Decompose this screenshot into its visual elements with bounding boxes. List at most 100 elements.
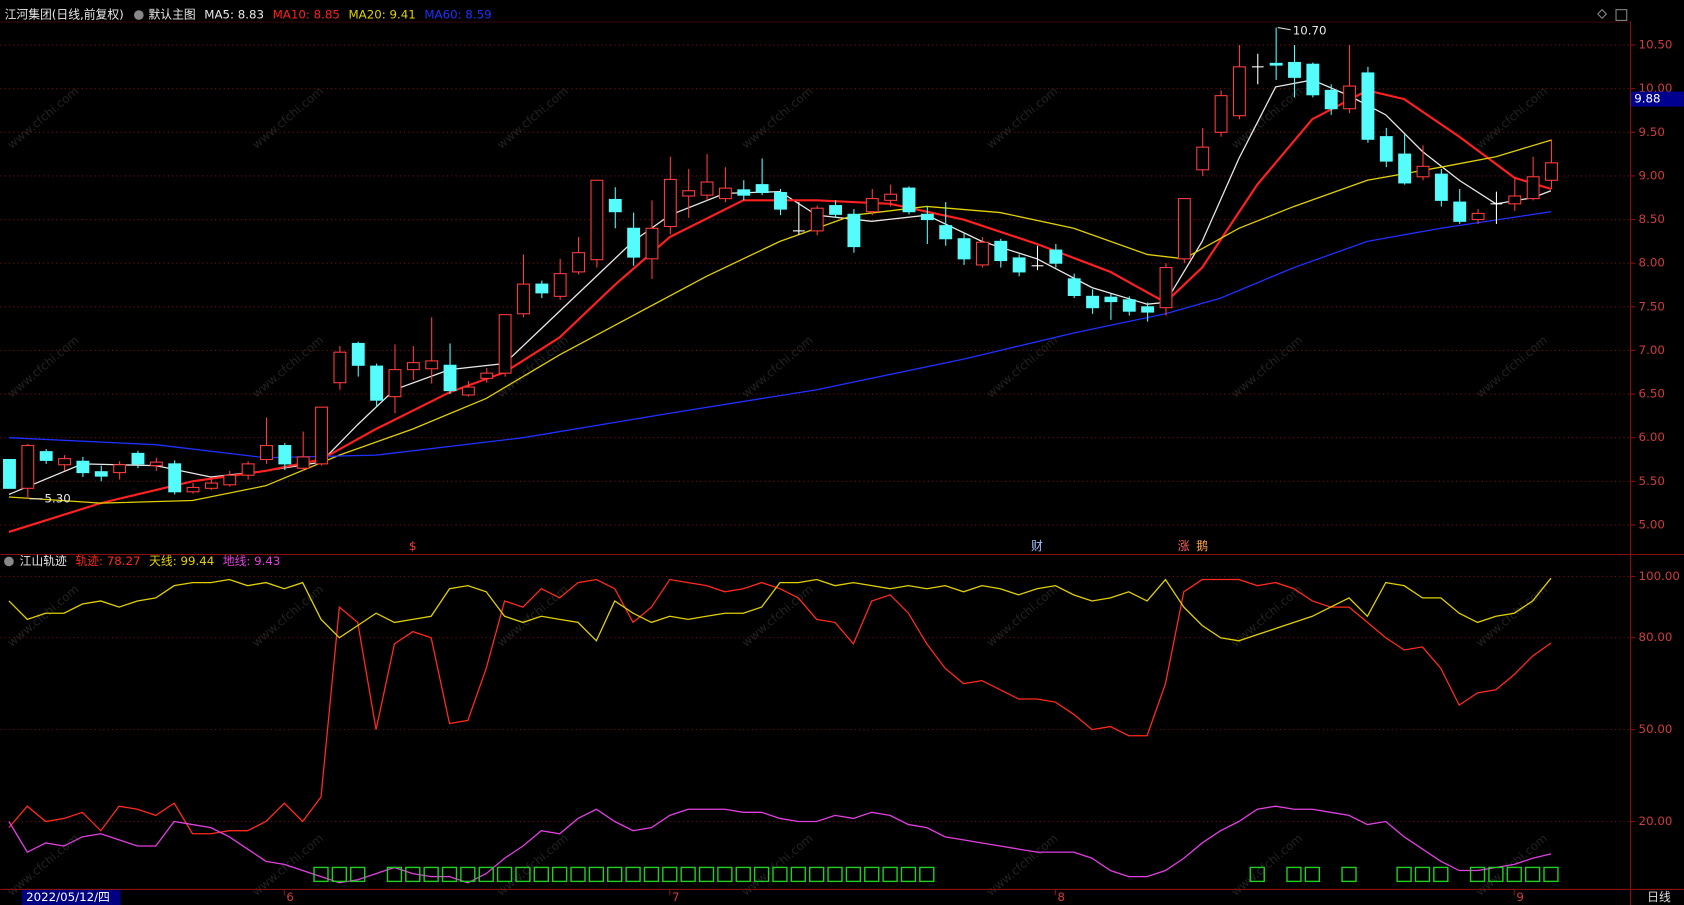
candle-body	[1526, 176, 1540, 200]
event-marker: 财	[1031, 539, 1043, 553]
candle-body	[333, 351, 347, 384]
candle-body	[351, 342, 365, 366]
candle-body	[149, 461, 163, 467]
candle-body	[627, 227, 641, 258]
candle-body	[94, 471, 108, 477]
y-tick-label: 5.00	[1639, 517, 1665, 531]
candle-body	[58, 458, 71, 466]
candle-body	[663, 178, 677, 228]
indicator-line	[8, 578, 1552, 835]
candle-body	[975, 241, 989, 266]
y-tick-label: 10.50	[1639, 38, 1673, 52]
cursor-date: 2022/05/12/四	[26, 890, 110, 904]
signal-box	[698, 866, 715, 883]
signal-box	[533, 866, 549, 883]
signal-box	[919, 866, 935, 883]
candle-body	[1324, 89, 1338, 110]
candle-body	[755, 184, 769, 194]
candle-body	[810, 207, 824, 232]
ma-line	[8, 89, 1552, 533]
candle-body	[535, 283, 549, 294]
candle-body	[388, 369, 402, 398]
candle-body	[1141, 306, 1155, 313]
y-tick-label: 8.00	[1639, 256, 1665, 270]
candle-body	[1434, 173, 1448, 201]
signal-box	[643, 866, 660, 883]
candle-body	[480, 372, 494, 379]
candle-body	[682, 190, 696, 197]
signal-box	[1304, 866, 1320, 883]
candle-body	[443, 364, 457, 392]
signal-box	[1396, 866, 1412, 883]
candle-body	[1269, 62, 1283, 66]
candle-body	[113, 464, 127, 474]
candle-body	[1361, 72, 1375, 140]
signal-box	[331, 866, 348, 883]
legend-entry: MA20: 9.41	[348, 8, 415, 22]
candle-body	[406, 362, 420, 371]
candle-body	[498, 314, 512, 374]
signal-box	[570, 866, 586, 883]
toggle-button[interactable]	[1597, 8, 1608, 20]
candle-body	[1453, 201, 1467, 222]
candle-body	[1343, 85, 1357, 110]
signal-box	[845, 866, 862, 883]
y-tick-label: 80.00	[1639, 630, 1673, 644]
candle-body	[1086, 295, 1100, 309]
signal-box	[808, 866, 825, 883]
y-tick-label: 8.50	[1639, 212, 1665, 226]
candle-body	[517, 283, 530, 315]
candle-body	[847, 213, 861, 248]
candle-body	[645, 227, 659, 260]
y-tick-label: 5.50	[1639, 474, 1665, 488]
chart-title: 江河集团(日线,前复权)	[5, 8, 124, 22]
signal-box	[515, 866, 531, 883]
legend-entry: 轨迹: 78.27	[75, 554, 140, 568]
signal-box	[313, 866, 329, 883]
candle-body	[939, 225, 953, 240]
signal-box	[1249, 866, 1265, 883]
chart-subtitle: 默认主图	[148, 8, 195, 22]
signal-box	[717, 866, 733, 883]
candle-body	[315, 406, 328, 465]
candle-body	[186, 486, 200, 493]
candle-body	[1232, 66, 1246, 117]
candle-body	[1288, 61, 1301, 78]
signal-box	[1488, 866, 1504, 883]
candle-body	[1379, 136, 1393, 162]
y-tick-label: 7.00	[1639, 343, 1665, 357]
candle-body	[1159, 267, 1173, 309]
signal-box	[827, 866, 843, 883]
annotation-label: 5.30	[44, 491, 70, 505]
y-tick-label: 9.50	[1639, 125, 1665, 139]
candle-body	[1067, 278, 1081, 297]
event-marker: 涨	[1178, 539, 1190, 553]
legend-entry: MA60: 8.59	[424, 8, 491, 22]
candle-body	[21, 445, 35, 489]
candle-body	[1471, 212, 1485, 221]
indicator-line	[8, 577, 1552, 642]
candle-body	[1214, 95, 1228, 133]
menu-icon[interactable]	[133, 10, 144, 20]
y-tick-label: 9.00	[1639, 168, 1665, 182]
signal-box	[1543, 866, 1559, 883]
candle-body	[168, 463, 182, 493]
signal-box	[680, 866, 696, 883]
candle-body	[590, 179, 604, 261]
signal-box	[625, 866, 641, 883]
menu-icon[interactable]	[4, 556, 14, 567]
annotation-label: 10.70	[1293, 23, 1327, 37]
window-button[interactable]	[1615, 9, 1628, 21]
legend-entry: MA5: 8.83	[204, 8, 264, 22]
candle-body	[131, 452, 145, 465]
signal-box	[441, 866, 458, 883]
legend-entry: 地线: 9.43	[223, 554, 281, 568]
candle-body	[1508, 195, 1522, 205]
candle-body	[1545, 162, 1558, 181]
candle-body	[829, 205, 842, 215]
candle-body	[884, 193, 898, 201]
period-label[interactable]: 日线	[1647, 890, 1671, 904]
price-marker-box	[1631, 91, 1684, 107]
signal-box	[1524, 866, 1541, 883]
